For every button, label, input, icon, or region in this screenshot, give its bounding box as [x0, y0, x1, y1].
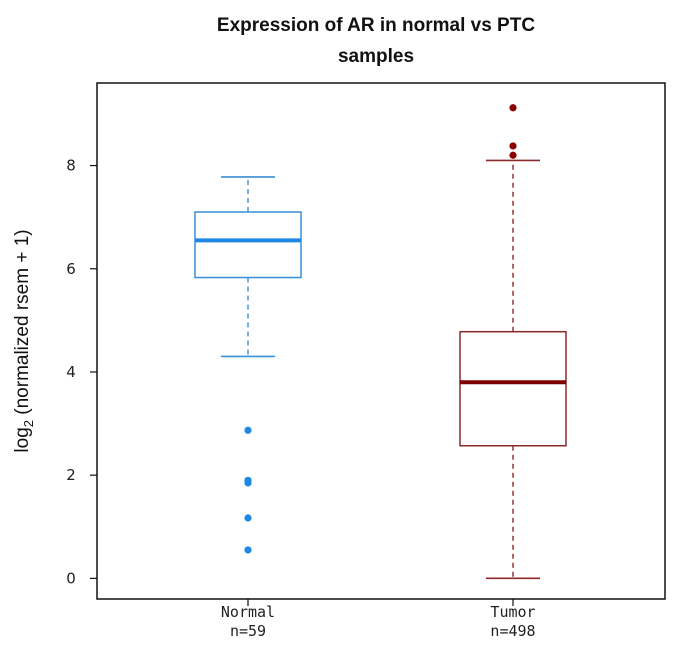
outlier-point [244, 546, 252, 554]
chart-title-line1: Expression of AR in normal vs PTC [217, 15, 535, 36]
y-tick-label: 8 [66, 157, 76, 175]
iqr-box [194, 211, 302, 279]
x-category-count: n=498 [490, 622, 535, 640]
y-tick-label: 4 [66, 363, 76, 381]
y-axis-label-subscript: 2 [21, 420, 36, 427]
chart-title-line2: samples [338, 46, 414, 67]
outlier-point [244, 426, 252, 434]
x-category-count: n=59 [230, 622, 266, 640]
outlier-point [244, 514, 252, 522]
x-category-label: Normal [221, 603, 275, 621]
outlier-point [509, 104, 517, 112]
y-axis: 0 2 4 6 8 [66, 157, 97, 587]
y-tick-label: 6 [66, 260, 76, 278]
plot-frame [96, 82, 666, 600]
iqr-box [459, 330, 567, 447]
box-normal [194, 176, 302, 554]
boxes-group [194, 104, 567, 580]
x-category-label: Tumor [490, 603, 535, 621]
y-axis-label: log2 (normalized rsem + 1) [12, 229, 36, 452]
outlier-point [244, 479, 252, 487]
y-tick-label: 2 [66, 466, 76, 484]
y-axis-label-rest: (normalized rsem + 1) [12, 229, 33, 420]
y-tick-label: 0 [66, 569, 76, 587]
outlier-point [509, 151, 517, 159]
y-axis-label-main: log [12, 427, 33, 452]
outlier-point [509, 142, 517, 150]
box-tumor [459, 104, 567, 580]
